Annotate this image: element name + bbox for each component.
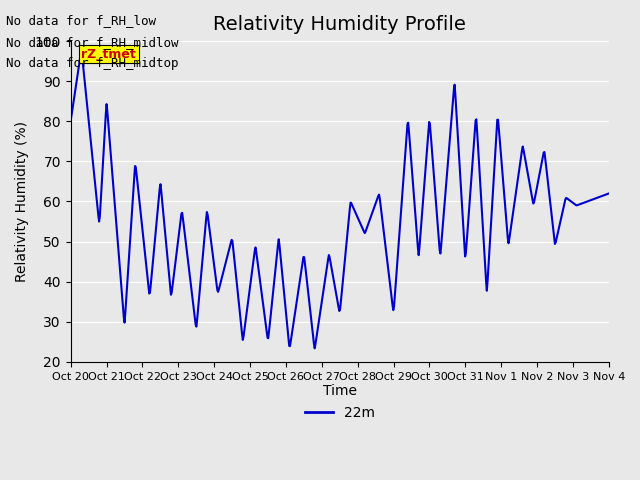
Text: rZ_tmet: rZ_tmet (81, 48, 136, 60)
Legend: 22m: 22m (300, 400, 380, 425)
Title: Relativity Humidity Profile: Relativity Humidity Profile (213, 15, 466, 34)
Text: No data for f_RH_midtop: No data for f_RH_midtop (6, 57, 179, 70)
Text: No data for f_RH_low: No data for f_RH_low (6, 14, 156, 27)
X-axis label: Time: Time (323, 384, 356, 398)
Text: No data for f_RH_midlow: No data for f_RH_midlow (6, 36, 179, 48)
Y-axis label: Relativity Humidity (%): Relativity Humidity (%) (15, 121, 29, 282)
